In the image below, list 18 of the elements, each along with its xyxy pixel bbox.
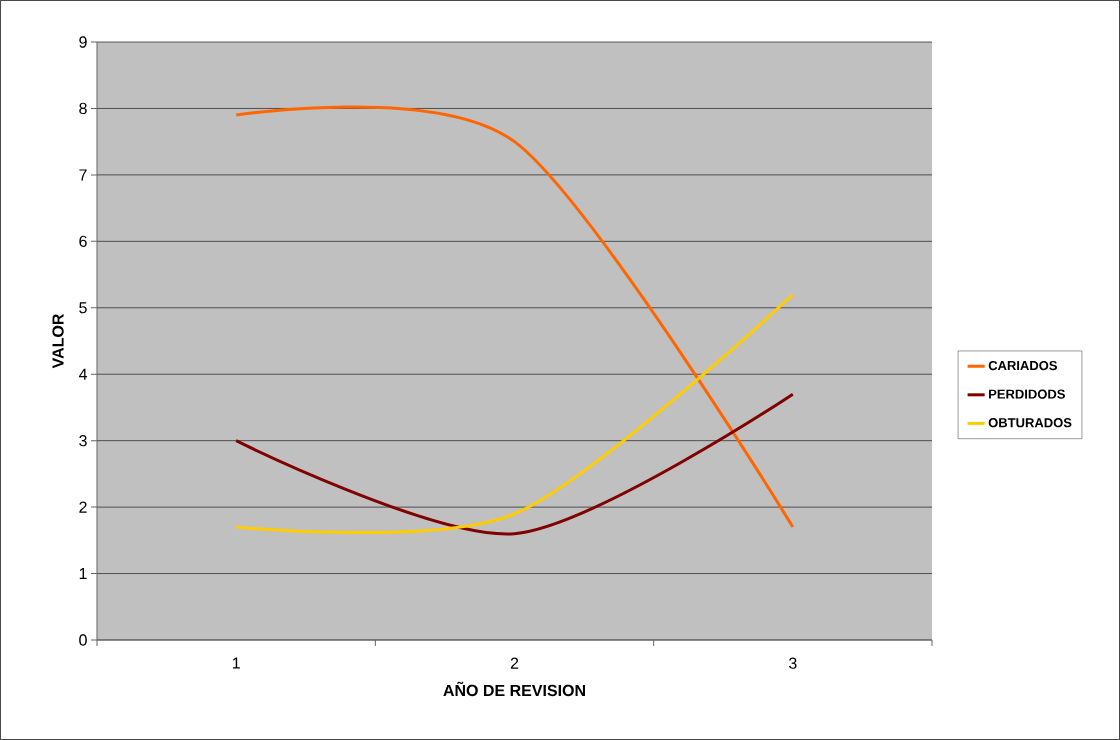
x-tick-label: 1 [232, 657, 240, 669]
y-tick-label: 6 [79, 235, 87, 247]
legend-label: PERDIDODS [989, 389, 1065, 399]
y-tick-label: 3 [79, 435, 87, 447]
y-tick-label: 1 [79, 568, 87, 580]
y-tick-label: 9 [79, 36, 87, 48]
y-tick-label: 7 [79, 169, 87, 181]
legend-label: OBTURADOS [988, 418, 1072, 428]
legend-label: CARIADOS [988, 360, 1057, 371]
x-tick-label: 2 [510, 657, 519, 669]
x-axis-title: AÑO DE REVISION [443, 681, 585, 697]
y-tick-label: 0 [79, 634, 87, 646]
x-tick-label: 3 [789, 657, 797, 669]
y-tick-label: 2 [79, 501, 87, 513]
y-tick-label: 5 [79, 302, 87, 314]
y-tick-label: 8 [79, 102, 87, 115]
y-axis-title: VALOR [52, 313, 64, 369]
y-tick-label: 4 [78, 368, 87, 380]
